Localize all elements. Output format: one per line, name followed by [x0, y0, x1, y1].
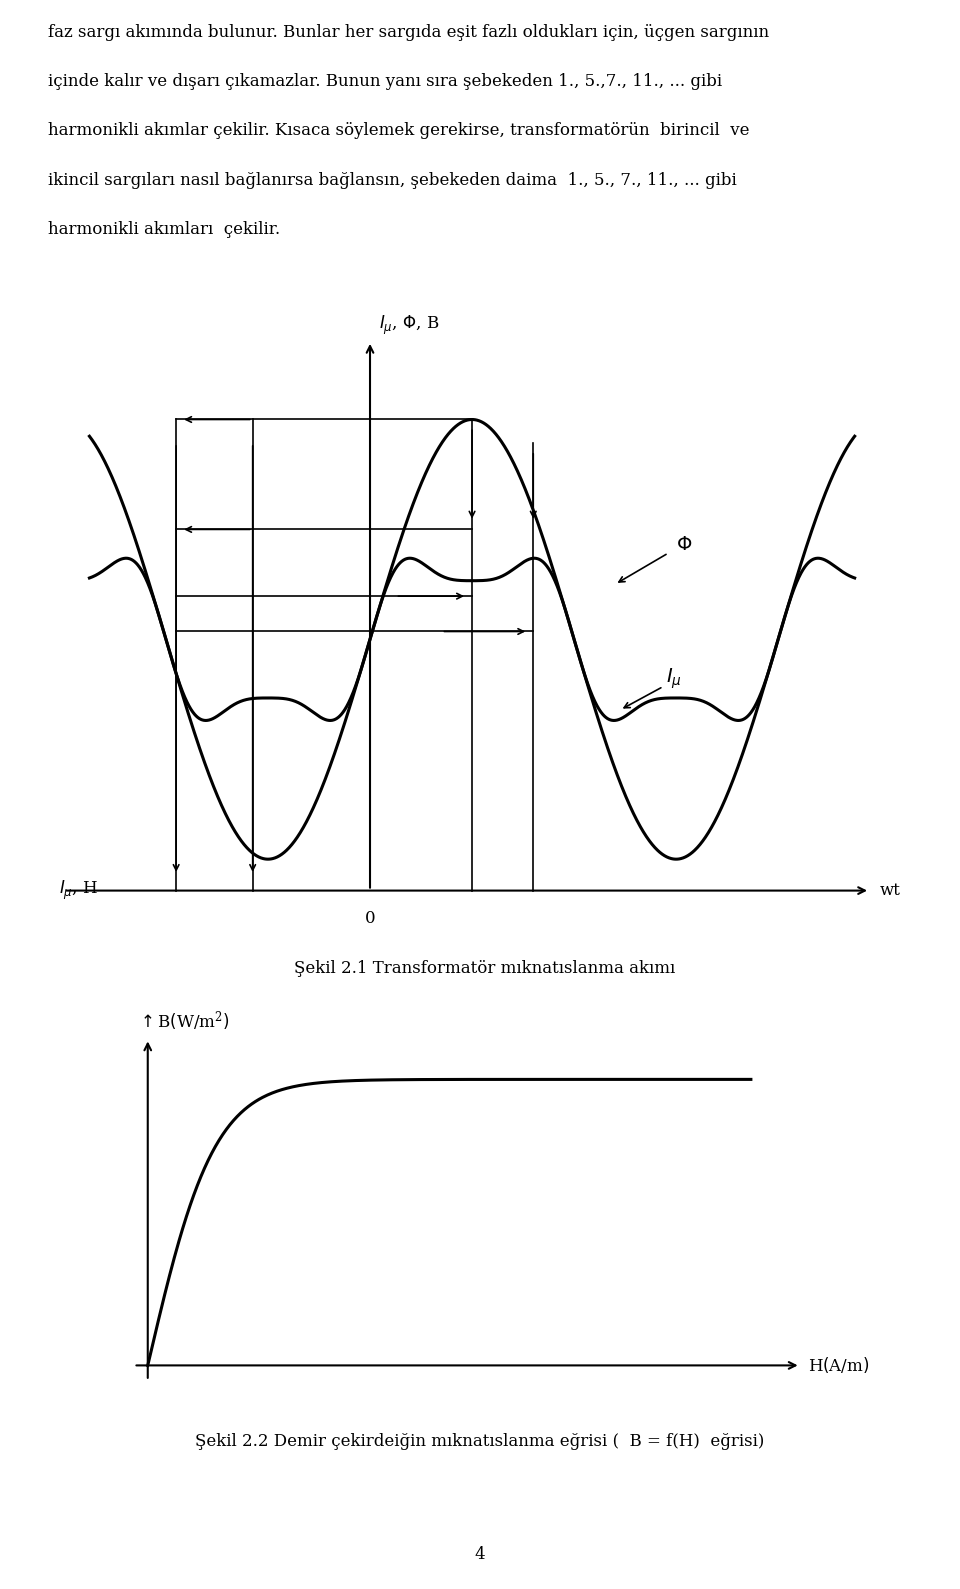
Text: Şekil 2.1 Transformatör mıknatıslanma akımı: Şekil 2.1 Transformatör mıknatıslanma ak…	[294, 960, 676, 977]
Text: 4: 4	[474, 1546, 486, 1562]
Text: $I_\mu$, H: $I_\mu$, H	[59, 879, 98, 903]
Text: Şekil 2.2 Demir çekirdeiğin mıknatıslanma eğrisi (  B = f(H)  eğrisi): Şekil 2.2 Demir çekirdeiğin mıknatıslanm…	[195, 1433, 765, 1451]
Text: ikincil sargıları nasıl bağlanırsa bağlansın, şebekeden daima  1., 5., 7., 11., : ikincil sargıları nasıl bağlanırsa bağla…	[48, 172, 736, 189]
Text: H$\left(\mathregular{A/m}\right)$: H$\left(\mathregular{A/m}\right)$	[807, 1355, 869, 1376]
Text: $I_\mu$: $I_\mu$	[666, 666, 682, 691]
Text: harmonikli akımları  çekilir.: harmonikli akımları çekilir.	[48, 221, 280, 238]
Text: $\Phi$: $\Phi$	[676, 535, 692, 555]
Text: $I_\mu$, $\Phi$, B: $I_\mu$, $\Phi$, B	[379, 315, 440, 337]
Text: 0: 0	[365, 910, 375, 928]
Text: wt: wt	[880, 882, 901, 899]
Text: içinde kalır ve dışarı çıkamazlar. Bunun yanı sıra şebekeden 1., 5.,7., 11., ...: içinde kalır ve dışarı çıkamazlar. Bunun…	[48, 73, 722, 91]
Text: harmonikli akımlar çekilir. Kısaca söylemek gerekirse, transformatörün  birincil: harmonikli akımlar çekilir. Kısaca söyle…	[48, 122, 750, 140]
Text: faz sargı akımında bulunur. Bunlar her sargıda eşit fazlı oldukları için, üçgen : faz sargı akımında bulunur. Bunlar her s…	[48, 24, 769, 41]
Text: $\uparrow$B$\left(\mathregular{W/m^2}\right)$: $\uparrow$B$\left(\mathregular{W/m^2}\ri…	[137, 1009, 229, 1033]
